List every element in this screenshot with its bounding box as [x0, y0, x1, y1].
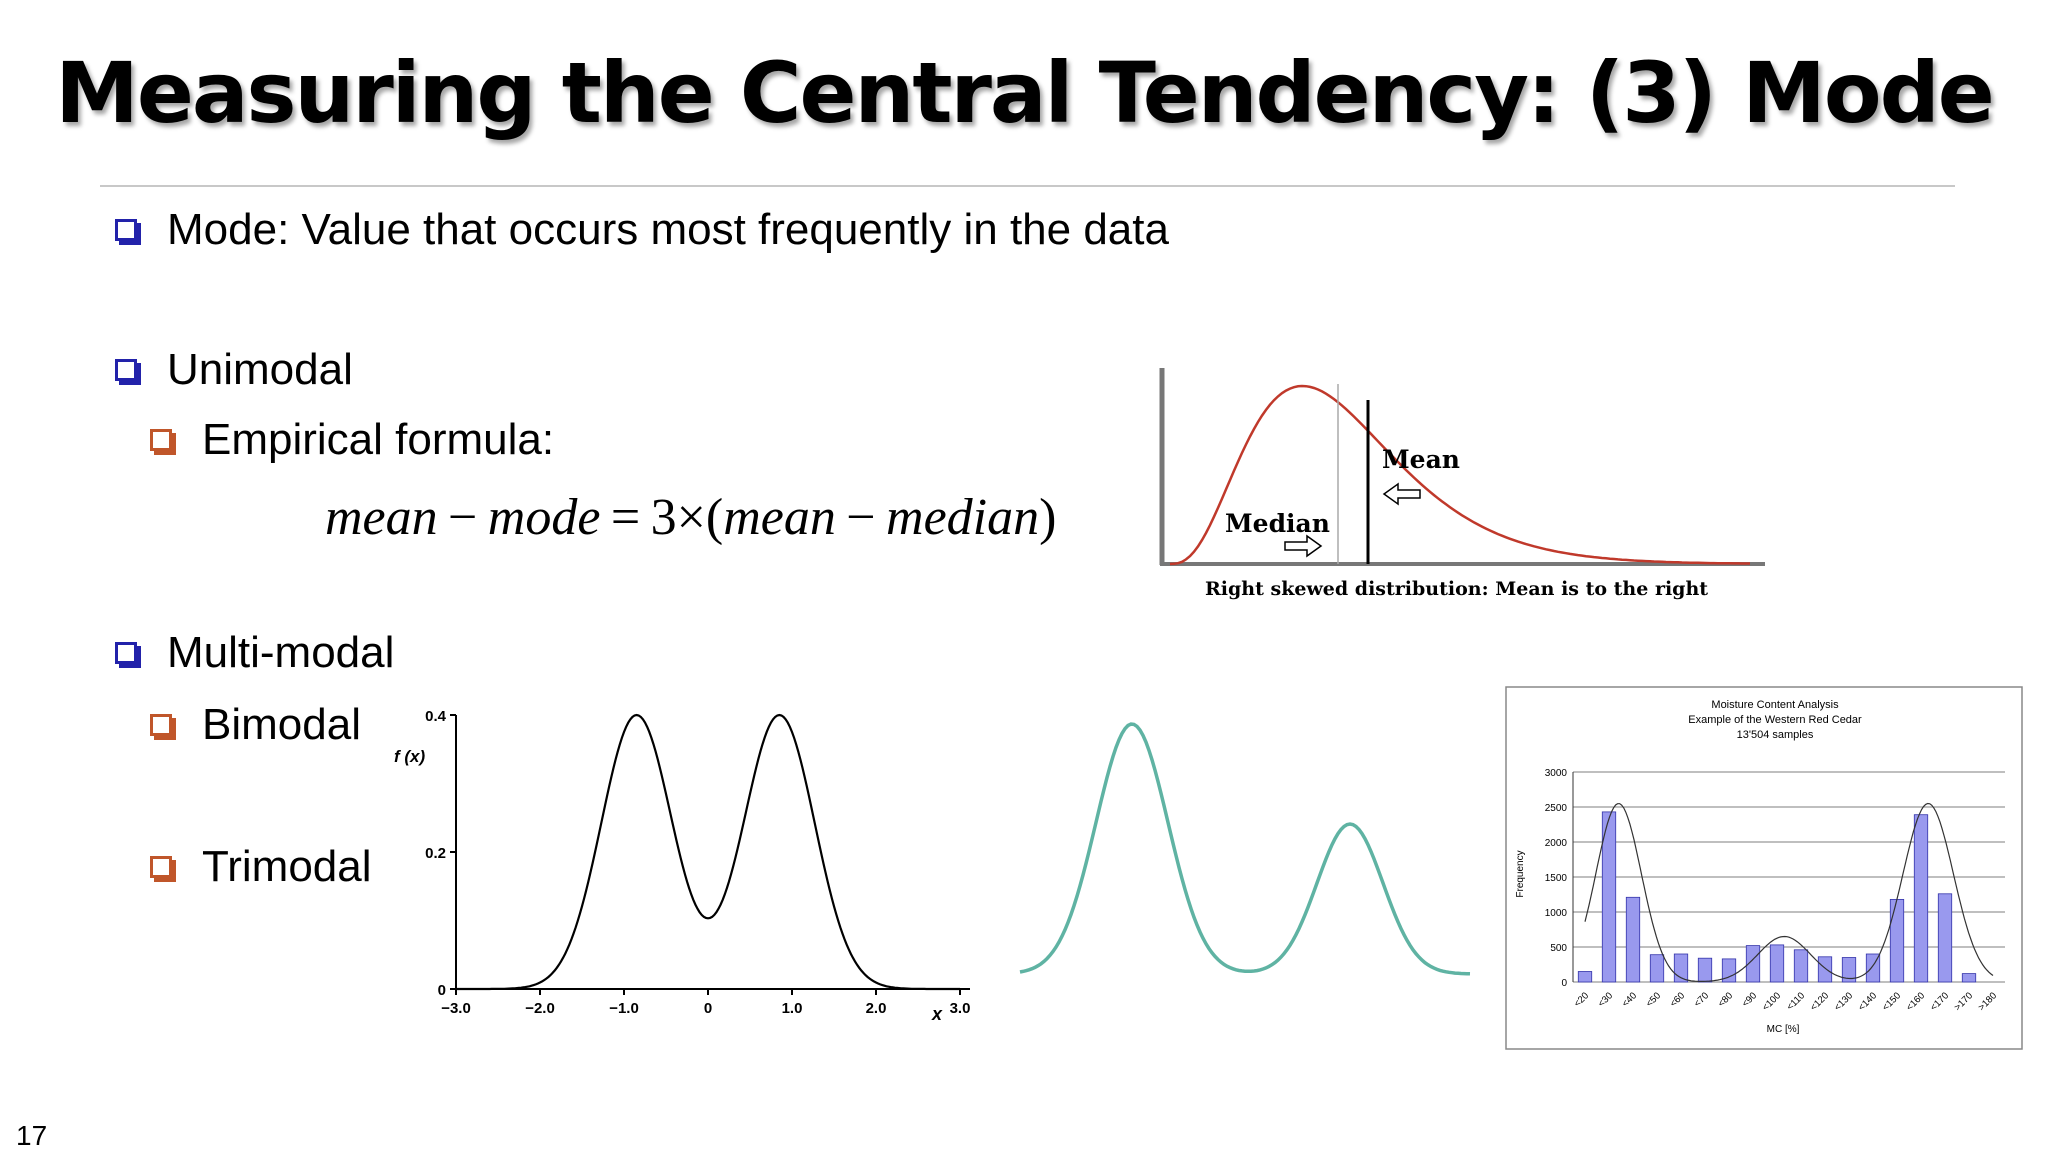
histogram-ytick-label: 3000: [1545, 768, 1568, 779]
bimodal-ytick-label: 0: [438, 982, 446, 999]
title-divider: [100, 185, 1955, 187]
histogram-ytick-label: 1500: [1545, 873, 1568, 884]
histogram-bar: [1937, 893, 1953, 983]
histogram-bar: [1961, 973, 1977, 983]
histogram-bar: [1745, 945, 1761, 983]
left-arrow-icon: [1382, 482, 1421, 506]
histogram-xlabel: MC [%]: [1767, 1024, 1800, 1035]
histogram-bar: [1817, 956, 1833, 983]
histogram-bar: [1721, 958, 1737, 983]
bimodal-xtick-label: 0: [704, 1000, 712, 1017]
bimodal-xtick-label: −3.0: [441, 1000, 471, 1017]
histogram-title: Moisture Content Analysis: [1711, 699, 1839, 711]
formula-term: median: [886, 489, 1040, 546]
median-label: Median: [1225, 509, 1330, 538]
formula-term: mean: [723, 489, 836, 546]
skewed-distribution-figure: Median Mean Right skewed distribution: M…: [1159, 368, 1765, 600]
histogram-bar: [1769, 944, 1785, 983]
histogram-bar: [1601, 811, 1617, 983]
formula-term: mode: [487, 489, 601, 546]
bimodal-ytick-label: 0.4: [425, 708, 447, 725]
bullet-trimodal: Trimodal: [150, 842, 372, 892]
square-bullet-icon: [115, 359, 141, 385]
bullet-empirical-formula: Empirical formula:: [150, 415, 554, 465]
teal-curve: [1019, 722, 1471, 976]
empirical-formula: mean − mode = 3×(mean − median): [325, 489, 1057, 546]
formula-term: 3: [650, 489, 677, 546]
histogram-bar: [1649, 954, 1665, 983]
histogram-ylabel: Frequency: [1515, 850, 1526, 897]
square-bullet-icon: [150, 856, 176, 882]
bimodal-xtick-label: −2.0: [525, 1000, 555, 1017]
histogram-ytick-label: 0: [1561, 978, 1567, 989]
histogram-bar: [1793, 949, 1809, 983]
histogram-bar: [1625, 896, 1641, 983]
skewed-caption: Right skewed distribution: Mean is to th…: [1205, 578, 1708, 600]
page-number: 17: [16, 1120, 48, 1151]
square-bullet-icon: [115, 642, 141, 668]
bullet-multimodal: Multi-modal: [115, 628, 394, 678]
square-bullet-icon: [150, 429, 176, 455]
histogram-fit-curve: [1584, 802, 1994, 982]
square-bullet-icon: [115, 219, 141, 245]
teal-bimodal-figure: [1019, 722, 1471, 976]
bullet-text: Bimodal: [202, 700, 361, 749]
histogram-note: 13'504 samples: [1737, 729, 1814, 741]
bimodal-curve: [456, 713, 960, 991]
bullet-mode-definition: Mode: Value that occurs most frequently …: [115, 205, 1169, 255]
histogram-bar: [1841, 957, 1857, 983]
histogram-ytick-label: 2500: [1545, 803, 1568, 814]
histogram-subtitle: Example of the Western Red Cedar: [1688, 714, 1862, 726]
skewed-curve: [1169, 384, 1750, 566]
bullet-text: Unimodal: [167, 345, 353, 394]
bullet-text: Trimodal: [202, 842, 372, 891]
histogram-bar: [1697, 957, 1713, 983]
histogram-ytick-label: 1000: [1545, 908, 1568, 919]
bimodal-ylabel: f (x): [394, 747, 426, 766]
histogram-ytick-label: 2000: [1545, 838, 1568, 849]
formula-term: mean: [325, 489, 438, 546]
bimodal-xlabel: x: [931, 1004, 943, 1024]
bullet-bimodal: Bimodal: [150, 700, 361, 750]
right-arrow-icon: [1284, 534, 1323, 558]
bimodal-xtick-label: 3.0: [950, 1000, 971, 1017]
mean-label: Mean: [1382, 445, 1460, 474]
bimodal-xtick-label: 1.0: [782, 1000, 803, 1017]
bimodal-ytick-label: 0.2: [425, 845, 446, 862]
bullet-unimodal: Unimodal: [115, 345, 353, 395]
bullet-text: Empirical formula:: [202, 415, 555, 464]
moisture-histogram: Moisture Content Analysis Example of the…: [1505, 686, 2023, 1050]
bimodal-xtick-label: −1.0: [609, 1000, 639, 1017]
histogram-bar: [1889, 898, 1905, 983]
bimodal-chart: f (x) x 0 0.2 0.4 −3.0 −2.0 −1.0 0 1.0 2.0 3.0: [394, 708, 971, 1024]
bullet-text: Multi-modal: [167, 628, 395, 677]
bimodal-xtick-label: 2.0: [866, 1000, 887, 1017]
histogram-bar: [1913, 814, 1929, 983]
square-bullet-icon: [150, 714, 176, 740]
bullet-text: Mode: Value that occurs most frequently …: [167, 205, 1169, 254]
histogram-bar: [1577, 971, 1593, 983]
histogram-ytick-label: 500: [1550, 943, 1567, 954]
slide-title: Measuring the Central Tendency: (3) Mode: [55, 44, 1994, 142]
histogram-frame: [1505, 686, 2023, 1050]
